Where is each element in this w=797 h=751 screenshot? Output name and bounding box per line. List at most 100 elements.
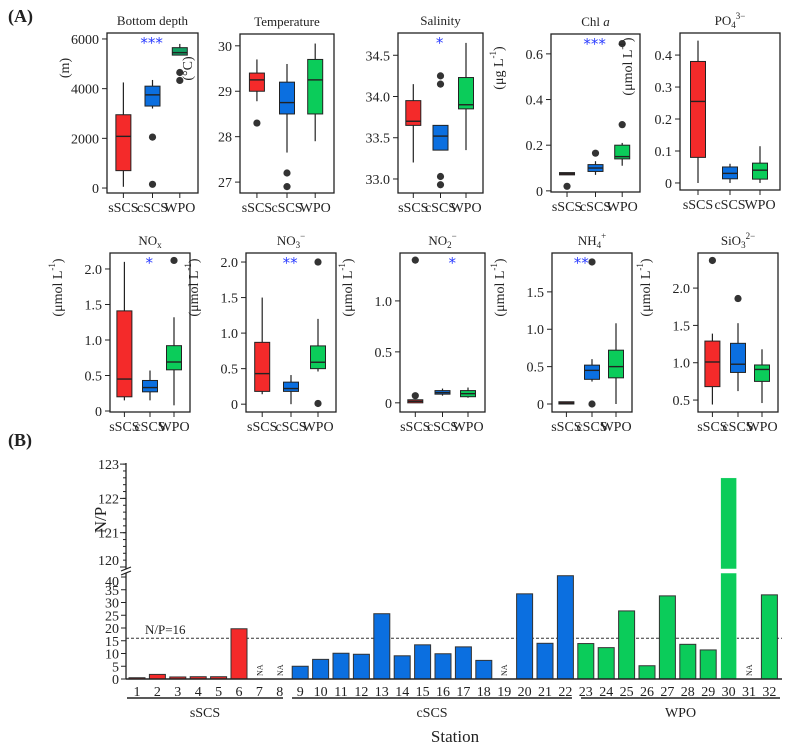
x-tick-label: WPO	[300, 201, 331, 216]
bar	[291, 665, 309, 680]
iqr-box	[584, 364, 600, 380]
iqr-box	[752, 162, 768, 180]
outlier-point	[253, 119, 261, 127]
box-sSCS	[407, 256, 424, 404]
outlier-point	[436, 181, 445, 189]
reference-line-label: N/P=16	[145, 622, 186, 637]
outlier-point	[148, 180, 157, 188]
unit-text: )	[51, 258, 66, 263]
significance-marker: *	[436, 34, 444, 52]
station-label: 8	[276, 685, 283, 700]
significance-marker: *	[145, 254, 153, 272]
x-tick-label: WPO	[450, 201, 481, 216]
station-label: 3	[174, 685, 181, 700]
y-tick-label: 0.5	[673, 394, 691, 409]
outlier-point	[618, 39, 626, 48]
y-tick-label: 30	[105, 597, 119, 612]
x-tick-label: sSCS	[400, 420, 430, 435]
y-tick-label: 1.0	[527, 323, 545, 338]
station-label: 12	[354, 685, 368, 700]
iqr-box	[254, 341, 271, 392]
significance-marker: *	[448, 254, 456, 272]
title-text: Salinity	[420, 13, 461, 28]
x-tick-label: sSCS	[247, 420, 277, 435]
bar	[230, 628, 248, 680]
outlier-point	[618, 121, 626, 129]
station-label: 26	[640, 685, 654, 700]
iqr-box	[115, 114, 132, 172]
panel-title: Salinity	[420, 13, 461, 28]
bar	[699, 649, 717, 680]
unit-text: (m)	[58, 58, 73, 79]
box-sSCS	[690, 40, 706, 183]
iqr-box	[310, 345, 326, 370]
x-tick-label: sSCS	[398, 201, 428, 216]
box-cSCS	[722, 163, 738, 183]
title-superscript: −	[300, 231, 305, 241]
unit-text: (°C)	[181, 56, 196, 81]
axis-break-icon	[120, 566, 132, 576]
bar	[454, 646, 472, 680]
station-label: 2	[154, 685, 161, 700]
iqr-box	[279, 81, 295, 115]
unit-text: )	[639, 258, 654, 263]
outlier-point	[436, 72, 445, 80]
x-tick-label: WPO	[600, 420, 631, 435]
y-tick-label: 0.5	[85, 369, 103, 384]
iqr-box	[142, 379, 158, 393]
title-text: NO	[428, 233, 447, 248]
x-tick-label: sSCS	[551, 420, 581, 435]
y-tick-label: 1.5	[221, 292, 239, 307]
station-label: 32	[762, 685, 776, 700]
panel-title: NOx	[138, 233, 162, 250]
unit-text: (μmol L	[639, 271, 654, 317]
y-tick-label: 10	[105, 648, 119, 663]
bar	[556, 575, 574, 680]
panel-title: NO3−	[277, 231, 305, 250]
y-axis-unit: (μg L-1)	[488, 46, 507, 90]
unit-text: )	[493, 258, 508, 263]
x-tick-label: cSCS	[275, 420, 306, 435]
iqr-box	[307, 58, 324, 115]
station-label: 4	[195, 685, 202, 700]
title-superscript: +	[601, 231, 606, 241]
y-tick-label: 40	[105, 575, 119, 590]
na-label: NA	[745, 664, 754, 676]
group-label: sSCS	[190, 706, 220, 721]
x-tick-label: sSCS	[242, 201, 272, 216]
x-tick-label: WPO	[744, 198, 775, 213]
iqr-box	[608, 349, 624, 379]
iqr-box	[730, 342, 746, 373]
y-tick-label: 33.5	[366, 132, 391, 147]
iqr-box	[704, 340, 721, 388]
y-axis-unit: (μmol L-1)	[47, 258, 66, 317]
unit-text: )	[492, 46, 507, 51]
box-WPO	[458, 42, 474, 151]
title-text: NO	[277, 233, 296, 248]
station-label: 7	[256, 685, 263, 700]
x-axis-label: Station	[431, 727, 480, 746]
unit-text: (μmol L	[621, 50, 636, 96]
unit-text: (μmol L	[341, 271, 356, 317]
x-tick-label: cSCS	[271, 201, 302, 216]
y-tick-label: 28	[218, 131, 232, 146]
y-tick-label: 0	[92, 182, 99, 197]
unit-text: (μg L	[492, 58, 507, 89]
title-text: Bottom depth	[117, 13, 189, 28]
y-axis-unit: (°C)	[181, 56, 196, 81]
y-tick-label: 27	[218, 176, 232, 191]
x-tick-label: WPO	[158, 420, 189, 435]
unit-superscript: -1	[635, 263, 645, 271]
station-label: 1	[134, 685, 141, 700]
y-tick-label: 15	[105, 635, 119, 650]
y-tick-label: 1.5	[527, 286, 545, 301]
y-tick-label: 6000	[71, 33, 99, 48]
title-text: NO	[138, 233, 157, 248]
box-sSCS	[115, 82, 132, 187]
unit-text: (μmol L	[51, 271, 66, 317]
